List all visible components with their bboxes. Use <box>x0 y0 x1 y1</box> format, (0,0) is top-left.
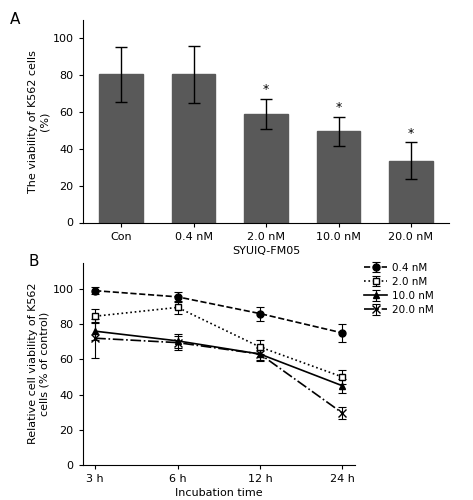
Bar <box>389 161 433 222</box>
Bar <box>99 74 143 223</box>
Bar <box>245 114 288 222</box>
Bar <box>172 74 215 223</box>
Bar <box>317 132 360 222</box>
Y-axis label: The viability of K562 cells
(%): The viability of K562 cells (%) <box>28 50 50 193</box>
Text: *: * <box>408 126 414 140</box>
X-axis label: SYUIQ-FM05: SYUIQ-FM05 <box>232 246 300 256</box>
Legend: 0.4 nM, 2.0 nM, 10.0 nM, 20.0 nM: 0.4 nM, 2.0 nM, 10.0 nM, 20.0 nM <box>360 258 438 320</box>
Text: A: A <box>9 12 20 27</box>
Text: B: B <box>28 254 39 270</box>
X-axis label: Incubation time: Incubation time <box>175 488 263 498</box>
Y-axis label: Relative cell viability of K562
cells (% of control): Relative cell viability of K562 cells (%… <box>28 283 50 444</box>
Text: *: * <box>263 84 269 96</box>
Text: *: * <box>335 101 342 114</box>
